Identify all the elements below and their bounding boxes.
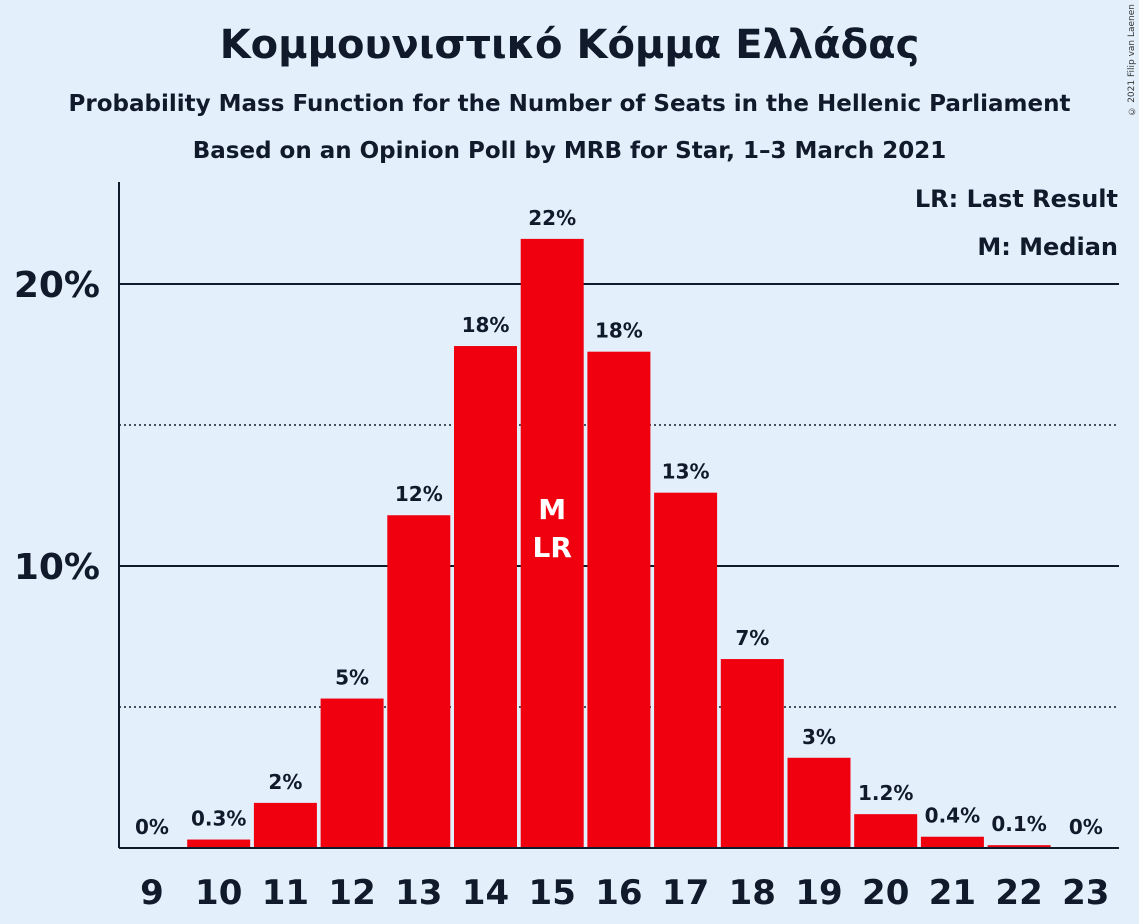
bar-15 [520,238,584,848]
bar-14 [454,346,517,848]
bar-value-label: 1.2% [858,781,913,805]
bar-18 [720,659,784,848]
x-tick-label: 22 [995,873,1042,913]
x-tick-label: 11 [262,873,309,913]
bar-value-label: 7% [735,626,769,650]
bar-10 [187,839,251,848]
bar-value-label: 13% [662,460,710,484]
bar-value-label: 12% [395,482,443,506]
chart-source-line: Based on an Opinion Poll by MRB for Star… [192,138,947,164]
bar-value-label: 0% [135,815,169,839]
bar-11 [253,802,317,848]
bar-value-label: 2% [268,770,302,794]
x-tick-label: 16 [595,873,642,913]
axes [118,182,1119,849]
bar-16 [587,351,651,848]
legend-last-result: LR: Last Result [914,185,1118,213]
y-tick-label: 10% [14,547,100,588]
x-tick-label: 17 [662,873,709,913]
bar-21 [920,836,984,848]
bar-19 [787,757,851,848]
x-tick-label: 19 [795,873,842,913]
bar-22 [987,845,1051,848]
bar-17 [654,492,718,848]
last-result-marker: LR [532,531,571,564]
bar-value-label: 5% [335,666,369,690]
x-tick-label: 18 [729,873,776,913]
x-tick-label: 21 [929,873,976,913]
y-tick-label: 20% [14,265,100,306]
x-tick-label: 9 [140,873,164,913]
x-tick-label: 20 [862,873,909,913]
median-marker: M [538,493,566,526]
bar-value-label: 18% [595,319,643,343]
x-tick-label: 23 [1062,873,1109,913]
bar-value-label: 0.3% [191,807,246,831]
x-tick-label: 13 [395,873,442,913]
labels: 10% 20% 0% 9 0.3% 10 2% 11 5% 12 12% 13 18% 14 22% 15 18… [14,206,1110,913]
bar-value-label: 0.4% [925,804,980,828]
bar-value-label: 3% [802,725,836,749]
bars [187,238,1051,848]
x-tick-label: 15 [529,873,576,913]
x-tick-label: 14 [462,873,509,913]
bar-20 [854,814,918,848]
x-tick-label: 12 [328,873,375,913]
x-tick-label: 10 [195,873,242,913]
chart-title: Κομμουνιστικό Κόμμα Ελλάδας [219,22,920,68]
bar-13 [387,515,451,848]
bar-value-label: 22% [528,206,576,230]
bar-value-label: 18% [462,313,510,337]
legend-median: M: Median [977,233,1118,261]
chart-subtitle: Probability Mass Function for the Number… [68,91,1071,117]
bar-value-label: 0% [1069,815,1103,839]
bar-12 [320,698,384,848]
bar-value-label: 0.1% [991,812,1046,836]
